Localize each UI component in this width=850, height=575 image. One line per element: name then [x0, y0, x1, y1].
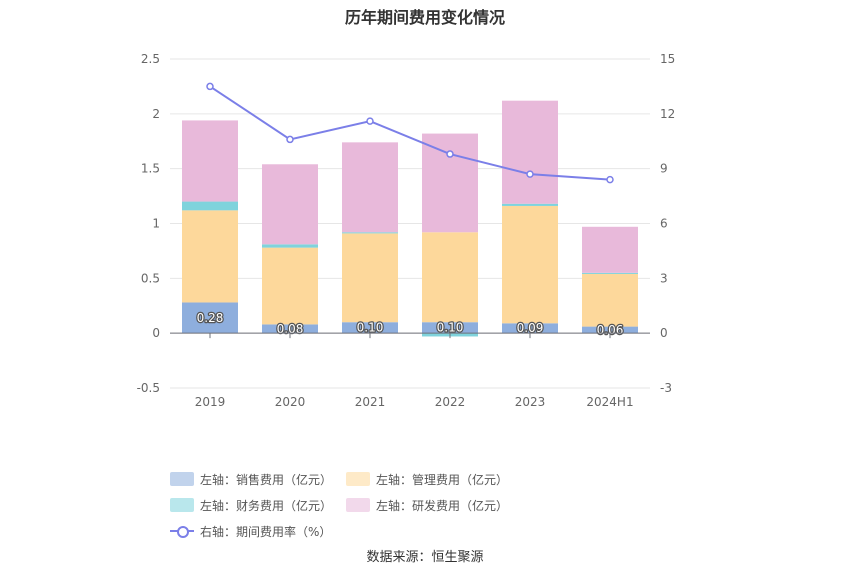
left-axis: -0.5 0 0.5 1 1.5 2 2.5: [137, 52, 160, 395]
rate-point-2021: [366, 117, 374, 125]
bar-2-2023: [502, 205, 558, 324]
bar-2-2021: [342, 233, 398, 323]
bar-2-2020: [262, 247, 318, 325]
bar-1-2021: [342, 322, 398, 334]
left-tick-label: 2.5: [141, 52, 160, 66]
bar-1-2020: [262, 324, 318, 334]
right-tick-label: -3: [660, 381, 672, 395]
legend-swatch-icon: [170, 472, 194, 486]
legend-label: 右轴：期间费用率（%）: [200, 524, 332, 539]
left-tick-label: 0: [152, 326, 160, 340]
data-label: 0.09: [517, 321, 544, 335]
legend-label: 左轴：研发费用（亿元）: [376, 498, 509, 513]
bar-3-2020: [262, 244, 318, 248]
bar-1-2024H1: [582, 326, 638, 334]
right-tick-label: 0: [660, 326, 668, 340]
bar-3-2019: [182, 201, 238, 211]
bar-4-2021: [342, 142, 398, 233]
bar-2-2024H1: [582, 273, 638, 327]
x-axis: 2019 2020 2021 2022 2023 2024H1: [170, 332, 650, 409]
rate-point-2022: [446, 150, 454, 158]
x-tick-label: 2023: [515, 395, 546, 409]
bar-4-2024H1: [582, 226, 638, 273]
rate-point-2019: [206, 82, 214, 91]
data-label: 0.28: [197, 311, 224, 325]
left-tick-label: 1.5: [141, 162, 160, 176]
legend-item-3[interactable]: 左轴：财务费用（亿元）: [170, 496, 332, 514]
rate-point-2020: [286, 135, 294, 144]
left-tick-label: 1: [152, 217, 160, 231]
rate-line: [206, 82, 614, 184]
left-tick-label: 2: [152, 107, 160, 121]
bar-3-2023: [502, 203, 558, 206]
bars: [182, 100, 638, 337]
bar-3-2024H1: [582, 272, 638, 274]
right-tick-label: 3: [660, 271, 668, 285]
legend-item-5[interactable]: 右轴：期间费用率（%）: [170, 522, 331, 540]
bar-4-2022: [422, 133, 478, 233]
legend-item-4[interactable]: 左轴：研发费用（亿元）: [346, 496, 508, 514]
legend-item-1[interactable]: 左轴：销售费用（亿元）: [170, 470, 332, 488]
legend: 左轴：销售费用（亿元） 左轴：管理费用（亿元） 左轴：财务费用（亿元） 左轴：研发费用…: [170, 470, 690, 548]
left-tick-label: 0.5: [141, 271, 160, 285]
chart-title: 历年期间费用变化情况: [344, 8, 505, 27]
data-label: 0.10: [437, 321, 464, 335]
legend-label: 左轴：财务费用（亿元）: [200, 498, 333, 513]
data-label: 0.10: [357, 321, 384, 335]
legend-label: 左轴：销售费用（亿元）: [200, 472, 333, 487]
right-tick-label: 6: [660, 217, 668, 231]
right-tick-label: 9: [660, 162, 668, 176]
bar-3-2021: [342, 232, 398, 234]
right-tick-label: 12: [660, 107, 675, 121]
rate-polyline: [209, 85, 611, 181]
bar-4-2020: [262, 164, 318, 245]
source-note: 数据来源：恒生聚源: [366, 550, 484, 565]
rate-point-2024H1: [606, 175, 614, 184]
x-tick-label: 2021: [355, 395, 386, 409]
x-tick-label: 2022: [435, 395, 466, 409]
legend-swatch-icon: [346, 498, 371, 512]
bar-2-2019: [182, 210, 238, 303]
x-tick-label: 2019: [195, 395, 226, 409]
bar-4-2023: [502, 100, 558, 204]
right-tick-label: 15: [660, 52, 675, 66]
legend-label: 左轴：管理费用（亿元）: [376, 472, 509, 487]
legend-swatch-icon: [170, 498, 194, 512]
bar-2-2022: [422, 232, 478, 323]
bar-4-2019: [182, 120, 238, 202]
left-tick-label: -0.5: [137, 381, 160, 395]
bar-1-2022: [422, 322, 478, 334]
bar-1-2019: [182, 302, 238, 334]
right-axis: -3 0 3 6 9 12 15: [660, 52, 675, 395]
x-tick-label: 2020: [275, 395, 306, 409]
legend-swatch-icon: [346, 472, 371, 486]
bar-1-2023: [502, 323, 558, 334]
x-tick-label: 2024H1: [586, 395, 633, 409]
legend-line-marker-icon: [170, 524, 194, 538]
legend-item-2[interactable]: 左轴：管理费用（亿元）: [346, 470, 508, 488]
rate-point-2023: [526, 170, 534, 178]
